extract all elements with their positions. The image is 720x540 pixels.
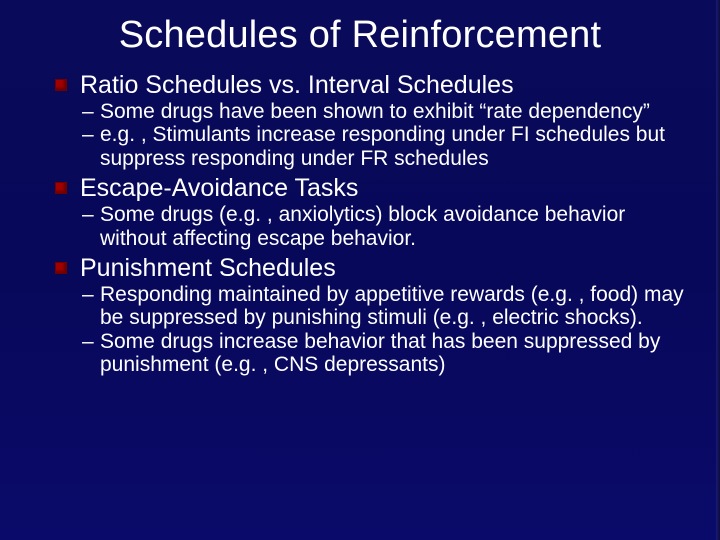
slide-title: Schedules of Reinforcement: [0, 0, 720, 57]
sub-item: – Some drugs have been shown to exhibit …: [100, 100, 690, 124]
sub-item: – Some drugs (e.g. , anxiolytics) block …: [100, 203, 690, 250]
square-bullet-icon: [56, 263, 66, 273]
dash-icon: –: [82, 330, 94, 354]
sub-item: – e.g. , Stimulants increase responding …: [100, 123, 690, 170]
sub-text: Some drugs (e.g. , anxiolytics) block av…: [100, 203, 625, 250]
dash-icon: –: [82, 100, 94, 124]
slide-content: Ratio Schedules vs. Interval Schedules –…: [0, 71, 720, 377]
dash-icon: –: [82, 203, 94, 227]
topic-text: Escape-Avoidance Tasks: [80, 174, 358, 202]
sub-text: Some drugs have been shown to exhibit “r…: [100, 100, 650, 123]
side-accent: [716, 0, 720, 540]
topic-heading: Ratio Schedules vs. Interval Schedules: [80, 71, 690, 100]
sub-text: Some drugs increase behavior that has be…: [100, 330, 660, 377]
sub-item: – Some drugs increase behavior that has …: [100, 330, 690, 377]
dash-icon: –: [82, 283, 94, 307]
topic-heading: Escape-Avoidance Tasks: [80, 174, 690, 203]
dash-icon: –: [82, 123, 94, 147]
sub-text: Responding maintained by appetitive rewa…: [100, 283, 684, 330]
square-bullet-icon: [56, 183, 66, 193]
sub-list: – Some drugs have been shown to exhibit …: [80, 100, 690, 171]
sub-list: – Responding maintained by appetitive re…: [80, 283, 690, 377]
topic-text: Ratio Schedules vs. Interval Schedules: [80, 71, 514, 99]
topic-heading: Punishment Schedules: [80, 254, 690, 283]
slide: Schedules of Reinforcement Ratio Schedul…: [0, 0, 720, 540]
sub-text: e.g. , Stimulants increase responding un…: [100, 123, 665, 170]
topic-text: Punishment Schedules: [80, 254, 336, 282]
square-bullet-icon: [56, 80, 66, 90]
sub-list: – Some drugs (e.g. , anxiolytics) block …: [80, 203, 690, 250]
sub-item: – Responding maintained by appetitive re…: [100, 283, 690, 330]
